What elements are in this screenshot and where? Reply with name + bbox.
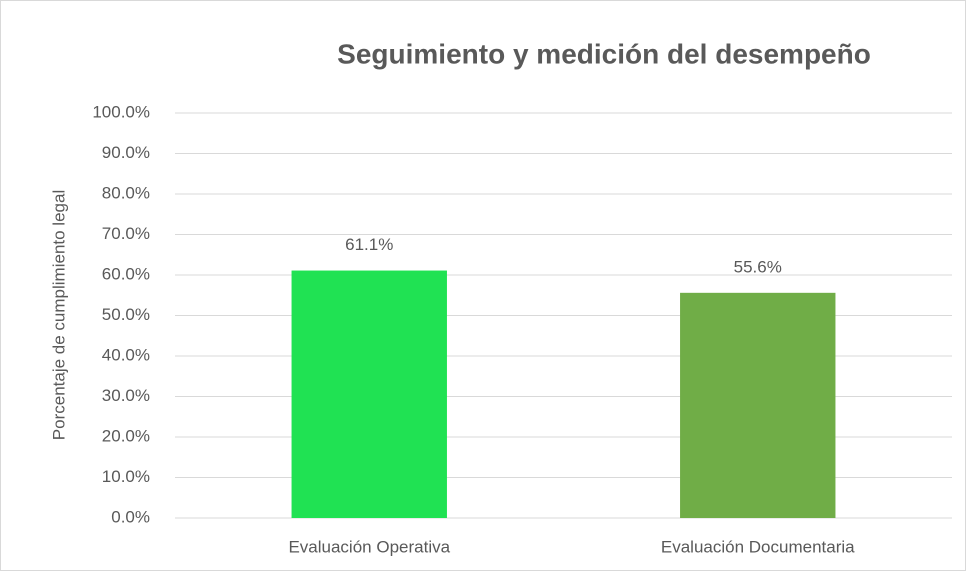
chart-title: Seguimiento y medición del desempeño bbox=[337, 38, 871, 69]
data-label: 55.6% bbox=[734, 257, 782, 276]
data-label: 61.1% bbox=[345, 235, 393, 254]
y-tick-label: 30.0% bbox=[102, 386, 150, 405]
bar bbox=[291, 270, 447, 518]
y-tick-label: 80.0% bbox=[102, 183, 150, 202]
bar bbox=[680, 292, 836, 518]
y-tick-label: 20.0% bbox=[102, 426, 150, 445]
y-tick-label: 0.0% bbox=[111, 507, 150, 526]
y-axis-label: Porcentaje de cumplimiento legal bbox=[49, 190, 68, 440]
y-tick-label: 40.0% bbox=[102, 345, 150, 364]
x-tick-label: Evaluación Operativa bbox=[288, 537, 450, 556]
y-tick-label: 100.0% bbox=[92, 102, 150, 121]
y-tick-label: 90.0% bbox=[102, 143, 150, 162]
x-tick-label: Evaluación Documentaria bbox=[661, 537, 855, 556]
y-tick-label: 10.0% bbox=[102, 467, 150, 486]
y-tick-label: 70.0% bbox=[102, 224, 150, 243]
y-tick-label: 60.0% bbox=[102, 264, 150, 283]
y-tick-label: 50.0% bbox=[102, 305, 150, 324]
